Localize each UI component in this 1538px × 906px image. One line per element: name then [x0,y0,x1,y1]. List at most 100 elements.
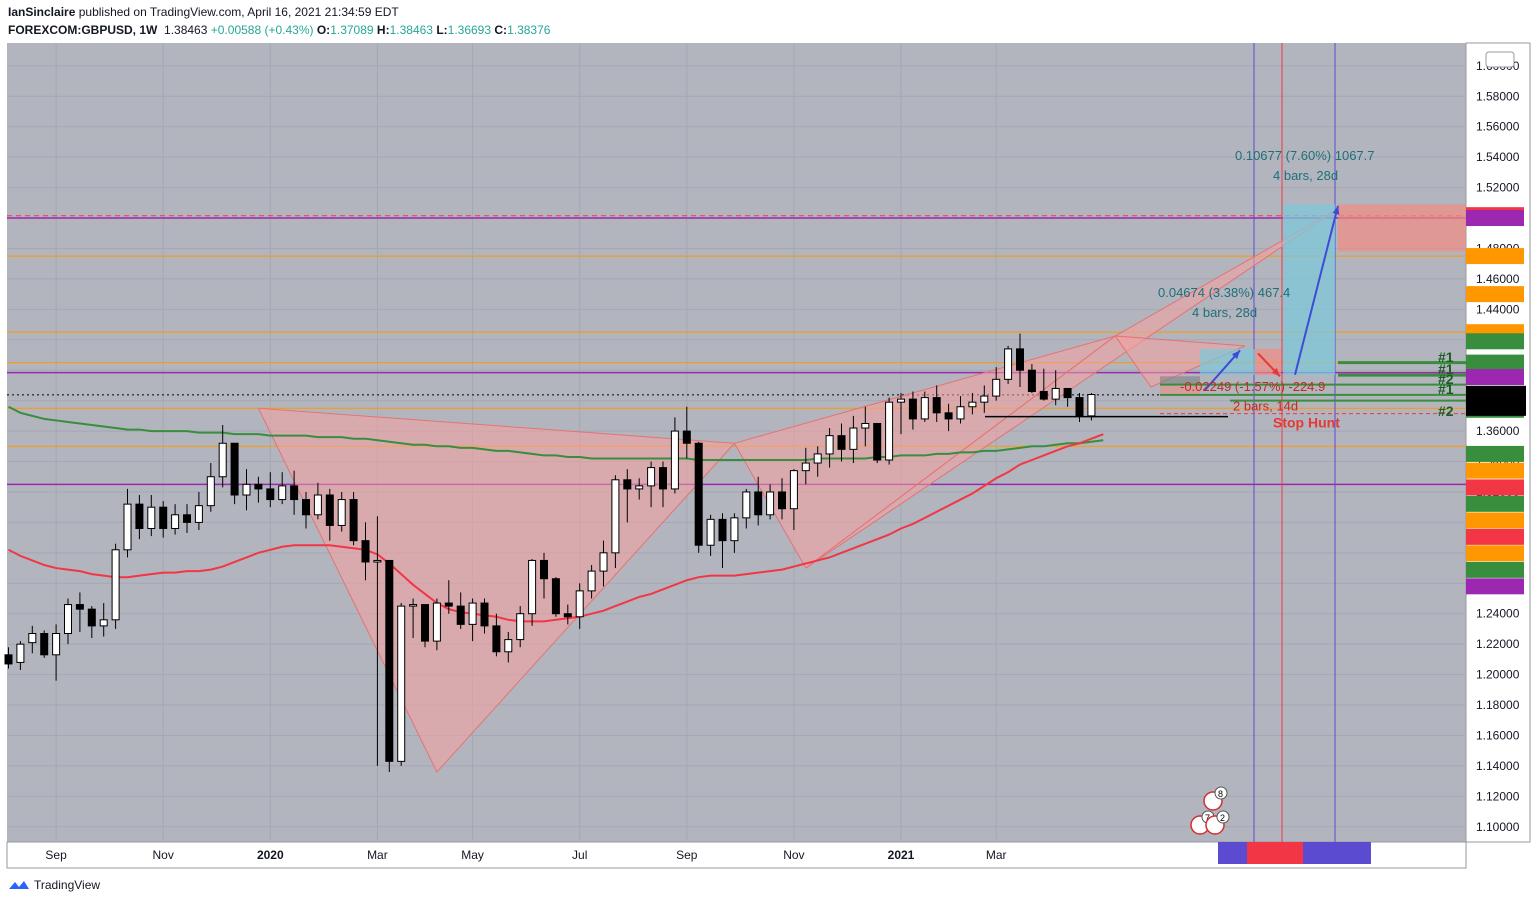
candle-body [64,604,72,634]
candle-body [337,499,346,526]
candle-body [563,613,572,618]
price-tick-label: 1.44000 [1476,302,1520,316]
candle [432,598,441,651]
candle [64,598,72,645]
candle [409,598,418,639]
candle [373,516,382,766]
event-badge-us-count: 7 [1205,813,1210,823]
candle [135,495,144,540]
low-value: 1.36693 [447,23,492,37]
candle-body [801,462,810,472]
time-tick-label: Mar [986,848,1007,862]
price-tag-bg [1466,369,1524,386]
candle [242,469,251,511]
candle [1063,387,1072,407]
candle [123,488,132,558]
price-tag-bg [1466,528,1524,545]
candle-body [349,499,358,542]
candle-body [706,518,715,546]
candle-body [908,398,917,420]
candle [290,470,299,515]
candle [111,543,120,629]
price-tag-bg [1466,512,1524,529]
price-tick-label: 1.56000 [1476,120,1520,134]
candle [75,592,84,632]
projection-2-bars: 4 bars, 28d [1192,305,1257,320]
price-tick-label: 1.46000 [1476,272,1520,286]
candle-body [528,559,537,615]
candle [1016,333,1024,387]
time-tick-label: Mar [367,848,388,862]
current-price-tag-bg [1466,385,1526,416]
candle [361,522,370,581]
candle-body [992,378,1001,397]
candle [801,447,810,485]
high-label: H: [376,23,390,37]
candle [325,488,334,541]
candle-body [111,549,120,621]
candle-body [504,639,513,653]
candle-body [313,494,322,516]
candle-body [40,632,49,656]
candle-body [361,540,370,563]
candle [218,424,227,488]
candle-body [754,491,763,516]
candle-body [837,435,846,450]
footer-brand[interactable]: TradingView [8,878,100,892]
price-tag-bg [1466,333,1524,350]
symbol-label[interactable]: FOREXCOM:GBPUSD, 1W [8,23,158,37]
candle-body [183,514,191,523]
arrow-up-large [1294,205,1339,376]
candle [147,495,156,537]
candle-body [873,422,882,461]
candle-body [409,604,418,607]
price-tag-bg [1466,462,1524,479]
time-tick-label: Sep [45,848,67,862]
candle [873,422,882,464]
candle-body [159,506,168,529]
candle-body [682,430,691,444]
price-tick-label: 1.18000 [1476,698,1520,712]
candle [159,501,168,538]
projection-1-bars: 4 bars, 28d [1273,168,1338,183]
candle [920,391,929,422]
projection-3-bars: 2 bars, 14d [1233,399,1298,414]
price-tag-bg [1466,248,1524,265]
price-tick-label: 1.12000 [1476,789,1520,803]
candle [4,647,13,669]
candle [313,482,322,520]
currency-badge [1485,51,1515,68]
candle-body [242,483,251,496]
candle [206,463,215,512]
event-badge-uk-count-bg [1214,786,1228,800]
price-tick-label: 1.22000 [1476,637,1520,651]
candle-body [1063,387,1072,399]
candle-body [421,604,429,642]
author-name[interactable]: IanSinclaire [8,5,76,19]
candle-body [694,442,703,546]
price-tag-bg [1466,479,1524,496]
candle [563,604,572,625]
candle [670,417,679,494]
candle-body [1051,387,1060,400]
candle-body [123,503,132,551]
candle [444,580,453,614]
candle-body [99,619,108,627]
candle-body [516,613,525,641]
candle [87,606,96,639]
candle-body [587,570,596,592]
candle [266,472,275,508]
candle-body [385,559,394,762]
publish-info: published on TradingView.com, April 16, … [78,5,399,19]
price-tick-label: 1.10000 [1476,820,1520,834]
price-tick-label: 1.36000 [1476,424,1520,438]
candle-body [647,467,656,487]
candle-body [1087,394,1096,417]
candle [1051,370,1060,406]
date-tag-bg [1218,842,1250,864]
candle-body [635,485,644,490]
event-badge-us-2-count-bg [1216,810,1230,824]
candle-body [302,499,310,516]
date-tag-bg [1303,842,1371,864]
